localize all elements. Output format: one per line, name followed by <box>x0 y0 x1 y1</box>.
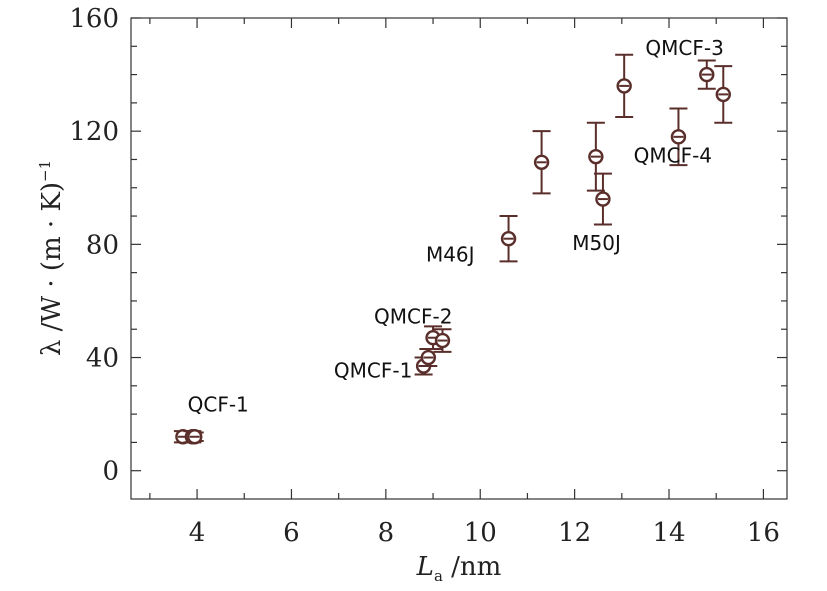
y-axis-title-superscript: −1 <box>36 160 54 182</box>
y-tick-label: 120 <box>69 117 119 147</box>
data-point <box>714 65 733 124</box>
y-axis-title-main: λ /W · (m · K) <box>37 182 67 356</box>
annotation-label: QMCF-1 <box>334 358 412 382</box>
plot-frame <box>130 17 788 500</box>
y-tick-label: 80 <box>86 230 119 260</box>
x-tick-label: 4 <box>189 518 206 548</box>
x-axis-title-subscript: a <box>434 567 443 585</box>
data-point <box>499 215 518 263</box>
data-point <box>669 107 688 167</box>
y-tick-label: 160 <box>69 4 119 34</box>
annotation-label: QMCF-3 <box>645 36 723 60</box>
x-axis-title: La /nm <box>416 552 502 585</box>
x-tick-label: 8 <box>378 518 395 548</box>
data-point <box>593 172 612 226</box>
x-axis-title-symbol: L <box>416 552 434 582</box>
x-tick-label: 10 <box>464 518 497 548</box>
x-tick-label: 6 <box>283 518 300 548</box>
data-point <box>532 130 551 195</box>
x-tick-label: 12 <box>558 518 591 548</box>
x-tick-label: 16 <box>747 518 780 548</box>
annotation-label: M46J <box>426 242 475 266</box>
axis-ticks <box>131 17 787 499</box>
annotation-label: QMCF-4 <box>634 143 712 167</box>
annotation-label: QCF-1 <box>188 392 249 416</box>
y-tick-label: 40 <box>86 344 119 374</box>
data-point <box>615 53 634 119</box>
y-axis-title: λ /W · (m · K)−1 <box>36 160 67 356</box>
data-point <box>433 328 452 353</box>
data-point <box>185 429 204 445</box>
data-point <box>697 59 716 90</box>
x-axis-title-unit: /nm <box>443 552 501 582</box>
annotation-label: QMCF-2 <box>374 305 452 329</box>
annotations: QCF-1 QMCF-1 QMCF-2 M46J M50J QMCF-4 QMCF-3 <box>188 36 724 417</box>
x-tick-label: 14 <box>652 518 685 548</box>
y-tick-label: 0 <box>102 457 119 487</box>
annotation-label: M50J <box>572 231 621 255</box>
data-points <box>173 53 733 445</box>
data-point <box>586 121 605 192</box>
